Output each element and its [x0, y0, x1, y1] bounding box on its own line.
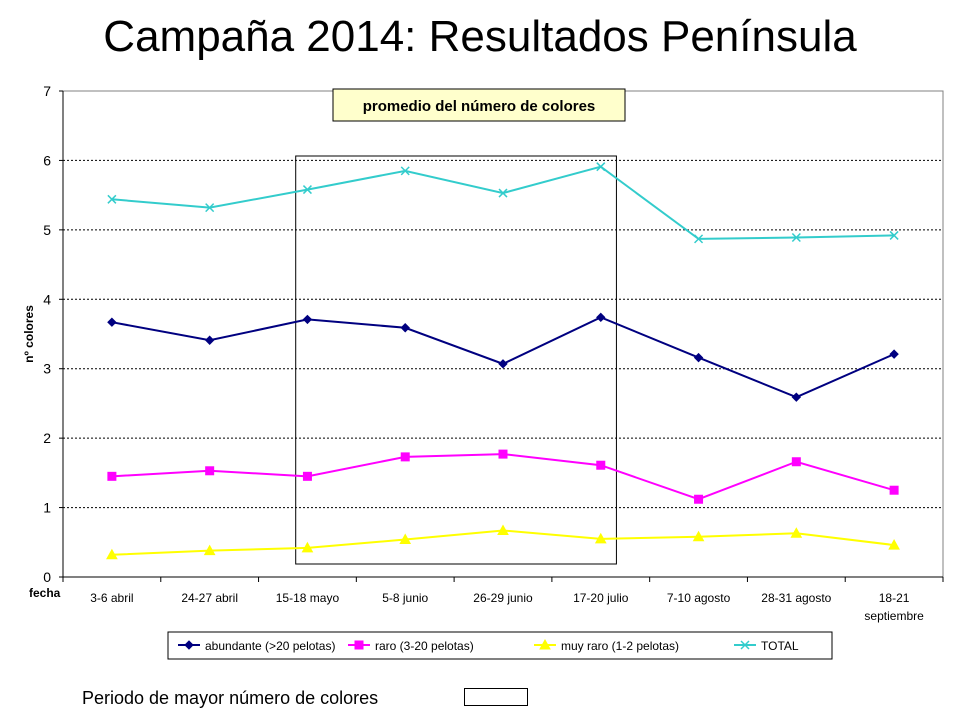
data-point-stroke [889, 230, 899, 240]
x-tick-label: 17-20 julio [573, 591, 629, 605]
data-point [740, 640, 750, 650]
chart-title-box: promedio del número de colores [332, 88, 626, 122]
series-0 [107, 312, 899, 402]
data-point [694, 234, 704, 244]
data-point [107, 194, 117, 204]
highlight-period [295, 155, 617, 565]
data-point-stroke [107, 194, 117, 204]
data-point [107, 471, 117, 481]
data-point [301, 541, 314, 553]
legend-item: TOTAL [734, 639, 799, 653]
data-point [596, 162, 606, 172]
legend-box [167, 631, 833, 660]
legend-label: TOTAL [761, 639, 799, 653]
y-tick-label: 2 [43, 430, 51, 446]
data-point [889, 349, 899, 359]
series-2 [106, 524, 900, 560]
data-point [889, 485, 899, 495]
data-point [498, 449, 508, 459]
data-point [791, 457, 801, 467]
data-point-stroke [498, 188, 508, 198]
data-point [539, 638, 551, 650]
x-tick-label: 7-10 agosto [667, 591, 731, 605]
legend-item: abundante (>20 pelotas) [178, 639, 335, 653]
x-tick-label: 24-27 abril [181, 591, 238, 605]
legend-item: muy raro (1-2 pelotas) [534, 638, 679, 653]
data-point [302, 471, 312, 481]
data-point [791, 232, 801, 243]
x-tick-label: 28-31 agosto [761, 591, 831, 605]
x-tick-label: 5-8 junio [382, 591, 428, 605]
data-point-stroke [791, 232, 801, 243]
data-point [302, 314, 313, 325]
axes: 0 1 2 3 4 5 6 7 3-6 abril 24-27 abril 15-18 mayo 5-… [43, 83, 944, 623]
chart-title-background [332, 88, 626, 122]
legend-label: raro (3-20 pelotas) [375, 639, 474, 653]
data-point-stroke [400, 166, 410, 176]
data-point [594, 532, 607, 544]
data-point [302, 185, 312, 195]
y-axis-label: nº colores [22, 305, 36, 363]
y-tick-label: 5 [43, 222, 51, 238]
data-point-stroke [694, 234, 704, 244]
data-point [497, 524, 509, 535]
data-point-stroke [205, 203, 215, 213]
highlight-period-box [295, 155, 617, 565]
y-tick-label: 6 [43, 152, 51, 168]
data-point-stroke [596, 162, 606, 172]
x-tick-label: 26-29 junio [473, 591, 533, 605]
data-point [791, 392, 802, 402]
highlight-note-swatch [464, 688, 528, 706]
data-point-stroke [302, 185, 312, 195]
highlight-note: Periodo de mayor número de colores [82, 688, 379, 708]
data-point [400, 166, 410, 176]
data-point-stroke [740, 640, 750, 650]
chart-title: promedio del número de colores [363, 98, 596, 115]
data-point [498, 359, 508, 369]
gridlines [63, 159, 943, 509]
legend: abundante (>20 pelotas) raro (3-20 pelota… [167, 631, 833, 660]
legend-label: abundante (>20 pelotas) [205, 639, 335, 653]
legend-label: muy raro (1-2 pelotas) [561, 639, 679, 653]
data-point [498, 188, 508, 198]
series-3 [107, 162, 899, 244]
y-tick-label: 4 [43, 291, 51, 307]
slide-title: Campaña 2014: Resultados Península [103, 12, 857, 61]
data-point [694, 494, 704, 504]
y-tick-label: 7 [43, 83, 51, 99]
data-point [596, 460, 606, 470]
data-point [889, 230, 899, 240]
x-tick-label: 18-21 septiembre [864, 591, 924, 623]
data-point [400, 452, 410, 462]
data-point [205, 203, 215, 213]
data-point [107, 317, 117, 327]
legend-item: raro (3-20 pelotas) [348, 639, 474, 653]
data-point [596, 312, 606, 323]
data-point [184, 640, 194, 650]
x-tick-label: 15-18 mayo [276, 591, 340, 605]
plot-area [62, 90, 944, 578]
y-tick-label: 3 [43, 361, 51, 377]
y-tick-label: 1 [43, 500, 51, 516]
data-point [693, 352, 704, 363]
data-point [400, 323, 410, 333]
data-point [790, 527, 803, 538]
data-point [204, 335, 215, 345]
data-point [888, 539, 900, 550]
data-point [692, 530, 705, 542]
data-point [354, 640, 364, 650]
series-layer [106, 162, 900, 560]
data-point [399, 533, 412, 545]
series-1 [107, 449, 899, 504]
y-tick-label: 0 [43, 569, 51, 585]
data-point [203, 544, 216, 556]
data-point [205, 466, 215, 476]
x-tick-label: 3-6 abril [90, 591, 133, 605]
data-point [106, 548, 118, 560]
x-axis-label: fecha [29, 586, 61, 600]
